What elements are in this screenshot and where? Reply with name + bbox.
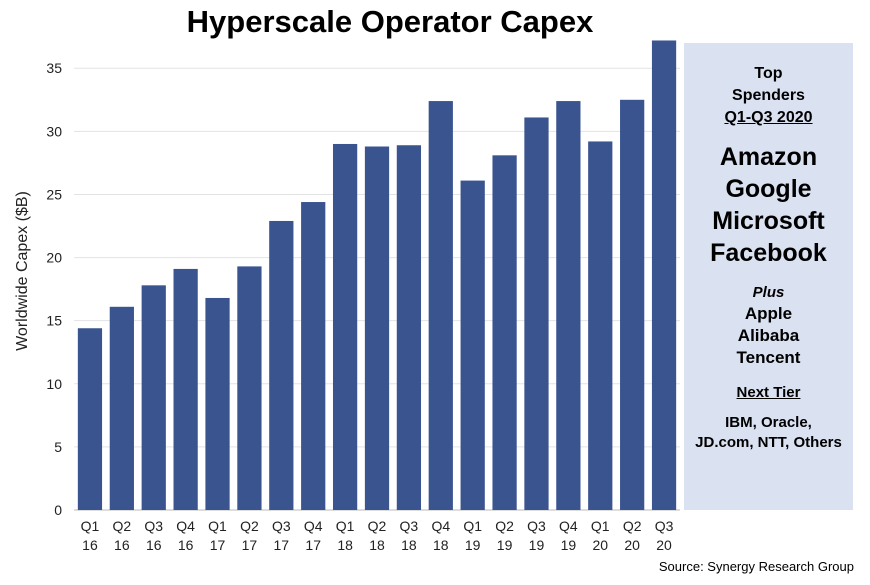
y-tick-label: 35 [46,60,62,76]
x-tick-label: Q1 19 [463,518,482,553]
spender-facebook: Facebook [710,239,827,267]
bar-q2-18 [364,146,390,510]
heading-line: Top [754,65,783,82]
bar-q1-17 [205,297,230,510]
heading-period: Q1-Q3 2020 [724,109,813,126]
x-tick-label: Q4 16 [176,518,195,553]
x-tick-label: Q1 17 [208,518,227,553]
bar-q3-17 [269,220,294,511]
spender-alibaba: Alibaba [737,326,800,345]
x-tick-label: Q4 17 [304,518,323,553]
bar-q1-18 [332,143,358,511]
bar-q2-16 [109,306,134,510]
x-tick-label: Q2 16 [112,518,131,553]
x-tick-label: Q2 20 [623,518,642,553]
x-tick-label: Q3 17 [272,518,291,553]
y-tick-label: 0 [54,502,62,518]
bar-q3-16 [141,285,166,510]
x-tick-label: Q3 20 [655,518,674,553]
next-tier-list: IBM, Oracle, JD.com, NTT, Others [695,414,842,451]
spender-microsoft: Microsoft [712,207,825,235]
x-tick-label: Q4 19 [559,518,578,553]
bars [77,40,677,511]
spender-google: Google [725,175,812,203]
x-tick-label: Q4 18 [431,518,450,553]
bar-q1-20 [588,141,613,510]
y-tick-label: 15 [46,313,62,329]
y-axis-ticks: 0 5 10 15 20 25 30 35 [46,60,62,518]
plus-spenders: Apple Alibaba Tencent [684,303,853,369]
x-tick-label: Q1 18 [336,518,355,553]
bar-q4-17 [301,202,326,511]
primary-spenders: Amazon Google Microsoft Facebook [684,141,853,269]
x-tick-label: Q2 18 [368,518,387,553]
bar-q3-18 [396,145,422,510]
bar-q4-18 [428,101,453,511]
bar-q4-19 [556,101,581,511]
x-axis-ticks: Q1 16 Q2 16 Q3 16 Q4 16 Q1 17 Q2 17 Q3 17 Q4 17 Q1 18 Q2 18… [81,518,674,553]
spender-amazon: Amazon [719,143,818,171]
bar-q2-19 [492,155,517,510]
x-tick-label: Q1 20 [591,518,610,553]
spender-tencent: Tencent [736,348,801,367]
bar-q3-19 [524,117,549,511]
bar-q2-20 [620,99,645,510]
y-tick-label: 30 [46,123,62,139]
top-spenders-panel: Top Spenders Q1-Q3 2020 Amazon Google Mi… [684,43,853,510]
x-tick-label: Q2 17 [240,518,259,553]
bar-q4-16 [173,268,198,510]
x-tick-label: Q3 18 [400,518,419,553]
bar-q2-17 [237,266,262,510]
heading-line: Spenders [732,87,805,104]
y-tick-label: 10 [46,376,62,392]
x-tick-label: Q3 16 [144,518,163,553]
x-tick-label: Q3 19 [527,518,546,553]
plus-label: Plus [752,284,785,301]
top-spenders-heading: Top Spenders Q1-Q3 2020 [684,63,853,129]
y-axis-label: Worldwide Capex ($B) [14,191,31,351]
next-tier-label: Next Tier [736,384,801,401]
y-tick-label: 5 [54,439,62,455]
spender-apple: Apple [744,304,793,323]
y-tick-label: 20 [46,250,62,266]
bar-q1-16 [77,328,103,510]
chart-title: Hyperscale Operator Capex [186,4,594,39]
bar-q1-19 [460,180,485,510]
x-tick-label: Q2 19 [495,518,514,553]
bar-q3-20 [651,40,677,510]
source-note: Source: Synergy Research Group [658,559,854,574]
y-tick-label: 25 [46,186,62,202]
x-tick-label: Q1 16 [81,518,100,553]
